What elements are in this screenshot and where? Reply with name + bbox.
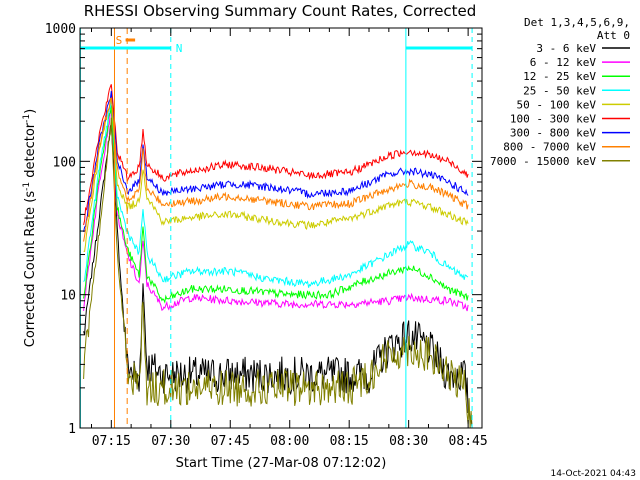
series-line-9 (83, 117, 473, 429)
saa-label: S (116, 34, 123, 47)
legend-label: 25 - 50 keV (523, 84, 596, 97)
series-line-8 (83, 97, 469, 242)
legend-label: 300 - 800 keV (510, 127, 596, 140)
x-tick-label: 08:45 (449, 434, 488, 449)
x-tick-label: 07:15 (92, 434, 131, 449)
y-axis-label: Corrected Count Rate (s-1 detector-1) (22, 109, 38, 347)
series-line-6 (83, 84, 469, 226)
x-axis-label: Start Time (27-Mar-08 07:12:02) (176, 456, 387, 471)
legend-label: 6 - 12 keV (530, 56, 597, 69)
legend-label: 50 - 100 keV (517, 98, 597, 111)
series-line-4 (83, 96, 469, 288)
x-tick-label: 08:15 (330, 434, 369, 449)
series-line-7 (83, 90, 469, 233)
y-axis-label-sup2: -1 (22, 114, 32, 123)
series-line-1 (83, 123, 473, 429)
y-tick-label: 1000 (45, 22, 76, 37)
legend-label: 3 - 6 keV (536, 42, 596, 55)
y-axis-label-mid: detector (23, 122, 38, 182)
x-tick-label: 07:45 (211, 434, 250, 449)
series-line-2 (83, 110, 469, 312)
legend-label: 7000 - 15000 keV (490, 155, 596, 168)
plot-area: SN (79, 28, 473, 429)
plot-frame (79, 27, 483, 429)
x-tick-label: 08:30 (389, 434, 428, 449)
y-axis-label-sup1: -1 (22, 182, 32, 191)
legend-label: 12 - 25 keV (523, 70, 596, 83)
series-line-5 (83, 95, 469, 252)
x-tick-label: 07:30 (151, 434, 190, 449)
y-tick-label: 1 (68, 422, 76, 437)
axes: 07:15 07:30 07:45 08:00 08:15 08:30 08:45 1 10 10… (45, 22, 488, 449)
legend-label: 100 - 300 keV (510, 113, 596, 126)
legend-label: 800 - 7000 keV (503, 141, 596, 154)
footer-date: 14-Oct-2021 04:43 (551, 469, 636, 479)
y-tick-label: 10 (60, 289, 76, 304)
y-tick-label: 100 (53, 155, 76, 170)
legend-header-2: Att 0 (597, 29, 630, 42)
y-axis-label-end: ) (23, 109, 38, 114)
night-label: N (176, 42, 183, 55)
x-tick-label: 08:00 (270, 434, 309, 449)
legend-header-1: Det 1,3,4,5,6,9, (524, 16, 630, 29)
chart-title: RHESSI Observing Summary Count Rates, Co… (84, 2, 477, 20)
series-line-3 (83, 105, 469, 304)
y-axis-label-main: Corrected Count Rate (s (23, 191, 38, 348)
